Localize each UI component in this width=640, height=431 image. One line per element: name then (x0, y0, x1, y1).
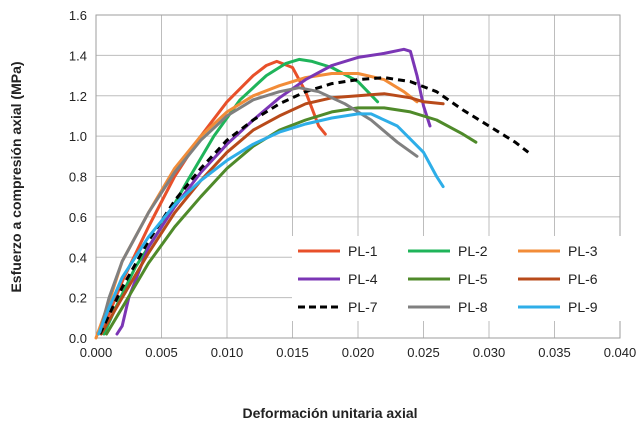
y-axis-title: Esfuerzo a compresión axial (MPa) (8, 61, 24, 292)
y-tick-label: 0.6 (69, 210, 87, 225)
series-line-pl-6 (99, 92, 445, 336)
legend-background (292, 236, 623, 321)
x-tick-label: 0.010 (211, 345, 244, 360)
series-line-pl-9 (97, 112, 445, 336)
y-tick-label: 0.0 (69, 331, 87, 346)
x-tick-label: 0.020 (342, 345, 375, 360)
legend-label-pl-5: PL-5 (458, 271, 488, 287)
legend-label-pl-7: PL-7 (348, 299, 378, 315)
y-tick-label: 0.8 (69, 170, 87, 185)
legend-label-pl-6: PL-6 (568, 271, 598, 287)
y-tick-label: 1.2 (69, 89, 87, 104)
legend-label-pl-1: PL-1 (348, 243, 378, 259)
tick-labels: 0.000 0.005 0.010 0.015 0.020 0.025 0.030 0.035… (69, 8, 636, 360)
legend-label-pl-4: PL-4 (348, 271, 378, 287)
legend-label-pl-2: PL-2 (458, 243, 488, 259)
series-line-pl-5 (105, 106, 478, 336)
legend: PL-1 PL-2 PL-3 PL-4 PL-5 PL-6 PL-7 PL-8 PL-9 (292, 236, 623, 321)
y-tick-label: 0.4 (69, 250, 87, 265)
x-tick-label: 0.035 (538, 345, 571, 360)
y-tick-label: 0.2 (69, 291, 87, 306)
legend-label-pl-3: PL-3 (568, 243, 598, 259)
x-axis-title: Deformación unitaria axial (242, 405, 417, 421)
legend-label-pl-8: PL-8 (458, 299, 488, 315)
x-tick-label: 0.040 (604, 345, 637, 360)
y-tick-label: 1.4 (69, 48, 87, 63)
x-tick-label: 0.015 (276, 345, 309, 360)
x-tick-label: 0.000 (80, 345, 113, 360)
x-tick-label: 0.030 (473, 345, 506, 360)
series-line-pl-7 (98, 76, 530, 335)
legend-label-pl-9: PL-9 (568, 299, 598, 315)
plot-frame (95, 14, 621, 339)
data-series (94, 47, 530, 340)
x-tick-label: 0.025 (407, 345, 440, 360)
x-tick-label: 0.005 (145, 345, 178, 360)
y-tick-label: 1.6 (69, 8, 87, 23)
y-tick-label: 1.0 (69, 129, 87, 144)
